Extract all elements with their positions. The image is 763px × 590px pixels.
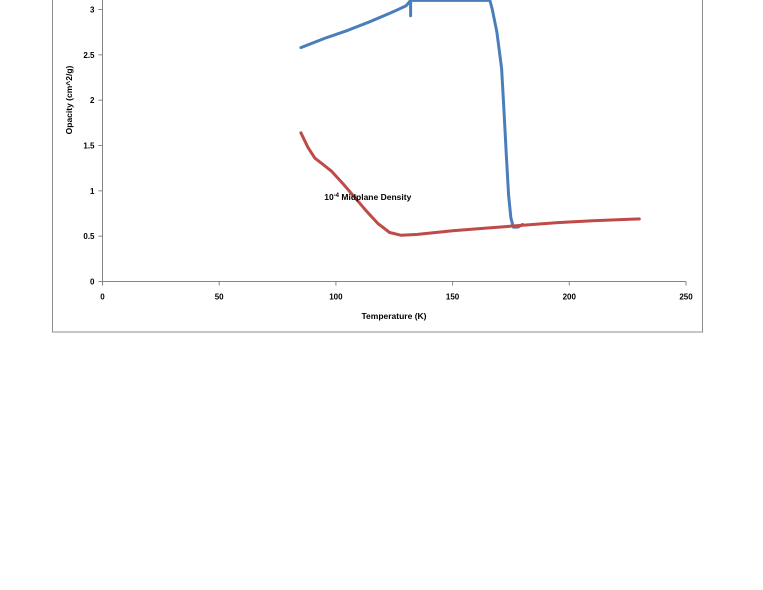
annotation-layer: Midplane Density10-4 Midplane Density (324, 192, 411, 202)
y-tick-label: 3 (90, 6, 95, 15)
x-tick-label: 50 (215, 293, 224, 302)
series-line-1 (299, 131, 641, 237)
x-axis-title: Temperature (K) (361, 311, 426, 321)
x-tick-label: 100 (329, 293, 343, 302)
y-tick-label: 1.5 (83, 142, 95, 151)
annotation-label: 10-4 Midplane Density (324, 192, 411, 202)
y-tick-label: 2.5 (83, 51, 95, 60)
x-tick-label: 250 (679, 293, 693, 302)
y-ticks: 0 0.5 1 1.5 2 2.5 3 (83, 6, 103, 287)
y-tick-label: 0 (90, 278, 95, 287)
x-ticks: 0 50 100 150 200 250 (100, 281, 693, 302)
y-tick-label: 0.5 (83, 232, 95, 241)
series-line-0 (299, 0, 525, 229)
x-tick-label: 200 (563, 293, 577, 302)
series-layer (299, 0, 641, 237)
y-tick-label: 1 (90, 187, 95, 196)
chart-border (52, 0, 703, 333)
y-axis-title: Opacity (cm^2/g) (64, 65, 74, 134)
x-tick-label: 150 (446, 293, 460, 302)
x-tick-label: 0 (100, 293, 105, 302)
y-tick-label: 2 (90, 96, 95, 105)
